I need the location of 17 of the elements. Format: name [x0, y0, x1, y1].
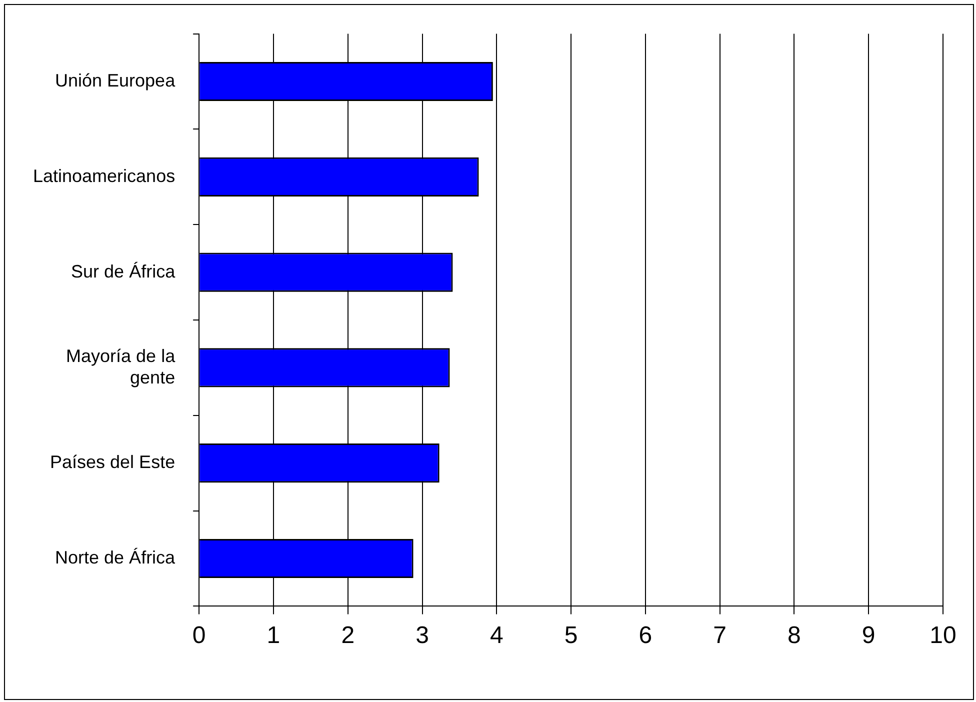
y-tick-label: Norte de África	[55, 547, 176, 568]
x-tick-label: 5	[564, 622, 578, 650]
y-tick-label: Sur de África	[71, 261, 176, 282]
y-tick-label: Países del Este	[50, 452, 176, 472]
x-tick-label: 1	[266, 622, 280, 650]
y-tick-label: Unión Europea	[54, 70, 176, 90]
x-tick-label: 2	[341, 622, 355, 650]
y-tick-label: Mayoría de la gente	[66, 346, 176, 388]
x-tick-label: 8	[788, 622, 801, 650]
x-tick-label: 0	[192, 622, 206, 650]
y-tick-label: Latinoamericanos	[32, 166, 176, 186]
x-tick-label: 3	[416, 622, 429, 650]
x-tick-label: 10	[930, 622, 956, 650]
x-tick-label: 7	[713, 622, 727, 650]
x-tick-label: 6	[638, 622, 652, 650]
x-tick-label: 4	[490, 622, 504, 650]
x-tick-label: 9	[862, 622, 876, 650]
